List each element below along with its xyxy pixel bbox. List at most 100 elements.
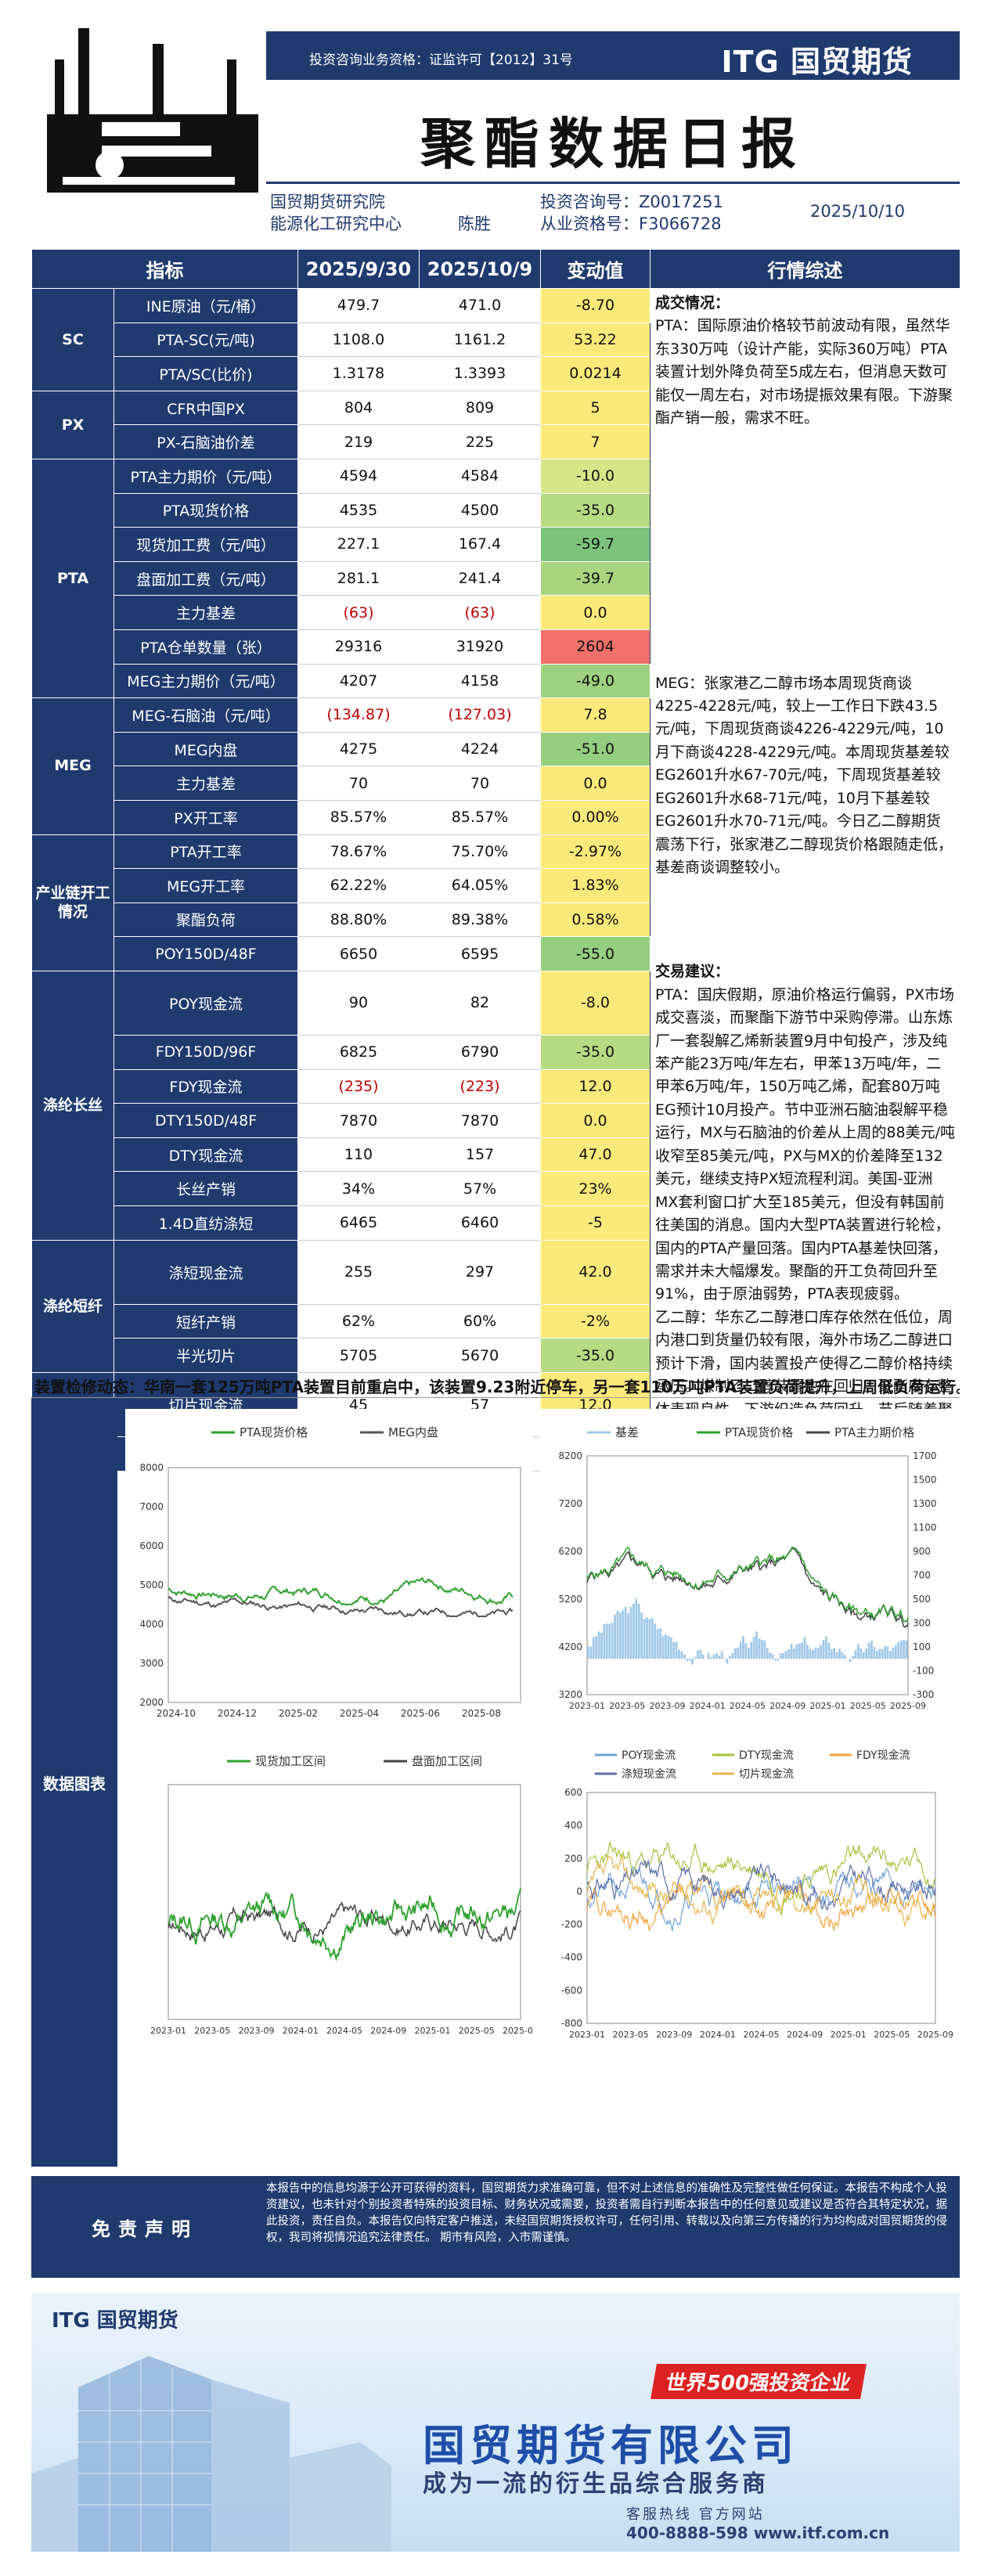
table-row: 产业链开工情况 PTA开工率 78.67% 75.70% -2.97%	[31, 834, 960, 971]
basis-bar	[646, 1617, 648, 1659]
indicator-name: PX-石脑油价差	[114, 424, 298, 459]
change-value: -8.0	[540, 970, 650, 1036]
category-cell: SC	[31, 288, 114, 391]
series-line-cashflow	[586, 1858, 936, 1911]
basis-bar	[691, 1659, 694, 1665]
category-cell: PTA	[31, 458, 114, 699]
value-date2: 167.4	[419, 527, 541, 562]
category-cell: 产业链开工情况	[31, 834, 114, 971]
basis-bar	[720, 1651, 723, 1659]
change-value: -49.0	[540, 663, 650, 699]
value-date1: 1108.0	[297, 322, 420, 358]
basis-bar	[809, 1648, 812, 1659]
tick-label: 2025-01	[810, 1701, 846, 1711]
basis-bar	[755, 1631, 758, 1659]
basis-bar	[600, 1633, 603, 1659]
value-date1: 88.80%	[297, 902, 420, 938]
basis-bar	[787, 1648, 790, 1659]
value-date2: 4224	[419, 731, 541, 767]
table-row: PX开工率 85.57% 85.57% 0.00%	[32, 799, 960, 835]
indicator-name: 长丝产销	[114, 1171, 298, 1207]
indicator-name: DTY150D/48F	[114, 1103, 298, 1138]
tick-label: 2023-05	[609, 1701, 645, 1711]
legend-entry: 现货加工区间	[255, 1754, 326, 1768]
value-date2: 157	[419, 1137, 541, 1173]
building-logo-icon	[47, 28, 258, 193]
tick-label: -100	[913, 1666, 934, 1677]
brand-logo: ITG 国贸期货	[721, 45, 913, 79]
indicator-name: FDY现金流	[114, 1068, 298, 1104]
table-row: PX-石脑油价差 219 225 7	[32, 424, 960, 459]
indicator-name: PTA开工率	[114, 834, 298, 870]
table-row: FDY现金流 (235) (223) 12.0	[32, 1068, 960, 1104]
change-value: -2%	[540, 1303, 650, 1339]
basis-bar	[862, 1652, 865, 1659]
basis-bar	[729, 1655, 731, 1659]
value-date1: 62.22%	[297, 868, 420, 903]
table-row: 1.4D直纺涤短 6465 6460 -5	[32, 1205, 960, 1241]
basis-bar	[878, 1648, 881, 1659]
tick-label: 4000	[139, 1619, 164, 1630]
tick-label: 2024-05	[326, 2026, 362, 2036]
basis-bar	[769, 1652, 772, 1659]
value-date2: 4584	[419, 458, 541, 494]
basis-bar	[790, 1644, 793, 1659]
basis-bar	[592, 1637, 595, 1659]
basis-bar	[795, 1644, 798, 1659]
value-date2: 4158	[419, 663, 541, 699]
tick-label: 2024-10	[157, 1708, 196, 1719]
charts-label: 数据图表	[31, 1398, 117, 2167]
value-date1: 281.1	[297, 560, 420, 596]
basis-bar	[737, 1647, 740, 1659]
title-divider	[266, 182, 960, 184]
basis-bar	[680, 1652, 683, 1659]
table-row: 短纤产销 62% 60% -2%	[32, 1303, 960, 1339]
indicator-name: 主力基差	[114, 766, 298, 801]
value-date2: (63)	[419, 595, 541, 630]
basis-bar	[899, 1640, 903, 1659]
basis-bar	[752, 1637, 755, 1659]
plot-frame	[586, 1455, 909, 1695]
basis-bar	[643, 1619, 646, 1659]
basis-bar	[865, 1648, 868, 1659]
series-line-pta	[168, 1576, 514, 1606]
basis-bar	[614, 1614, 616, 1659]
tick-label: 600	[564, 1787, 582, 1798]
tick-label: 2025-05	[874, 2030, 910, 2040]
tick-label: 2025-09	[890, 1701, 926, 1711]
basis-bar	[782, 1652, 785, 1659]
basis-bar	[763, 1640, 766, 1659]
change-value: -55.0	[540, 936, 650, 971]
basis-bar	[665, 1634, 667, 1659]
value-date1: 479.7	[297, 288, 420, 323]
value-date2: 4500	[419, 492, 541, 528]
basis-bar	[627, 1613, 629, 1659]
tick-label: 2024-09	[787, 2030, 823, 2040]
basis-bar	[678, 1649, 680, 1659]
basis-bar	[784, 1651, 787, 1659]
tick-label: 2023-01	[569, 1701, 605, 1711]
table-row: PTA PTA主力期价（元/吨） 4594 4584 -10.0	[31, 458, 960, 699]
indicator-name: DTY现金流	[114, 1137, 298, 1173]
indicator-name: PX开工率	[114, 799, 298, 835]
tick-label: 2024-05	[744, 2030, 780, 2040]
basis-bar	[605, 1623, 608, 1659]
tick-label: 500	[913, 1594, 931, 1605]
series-line-spot-fee	[168, 1887, 521, 1962]
basis-bar	[835, 1652, 838, 1659]
basis-bar	[632, 1603, 635, 1659]
change-value: 2604	[540, 629, 650, 665]
basis-bar	[897, 1641, 900, 1659]
rank-badge: 世界500强投资企业	[650, 2364, 867, 2399]
basis-bar	[587, 1645, 589, 1659]
tick-label: 200	[564, 1853, 582, 1864]
basis-bar	[838, 1648, 841, 1659]
table-header-row: 指标 2025/9/30 2025/10/9 变动值 行情综述	[31, 249, 960, 289]
table-row: MEG MEG-石脑油（元/吨） (134.87) (127.03) 7.8	[31, 697, 960, 835]
indicator-name: PTA仓单数量（张）	[114, 629, 298, 665]
change-value: 0.0	[540, 1103, 650, 1138]
indicator-name: CFR中国PX	[114, 390, 298, 426]
hotline-value: 400-8888-598 www.itf.com.cn	[626, 2524, 890, 2542]
summary-text: PTA：国庆假期，原油价格运行偏弱，PX市场成交喜淡，而聚酯下游节中采购停滞。山…	[655, 985, 955, 1303]
